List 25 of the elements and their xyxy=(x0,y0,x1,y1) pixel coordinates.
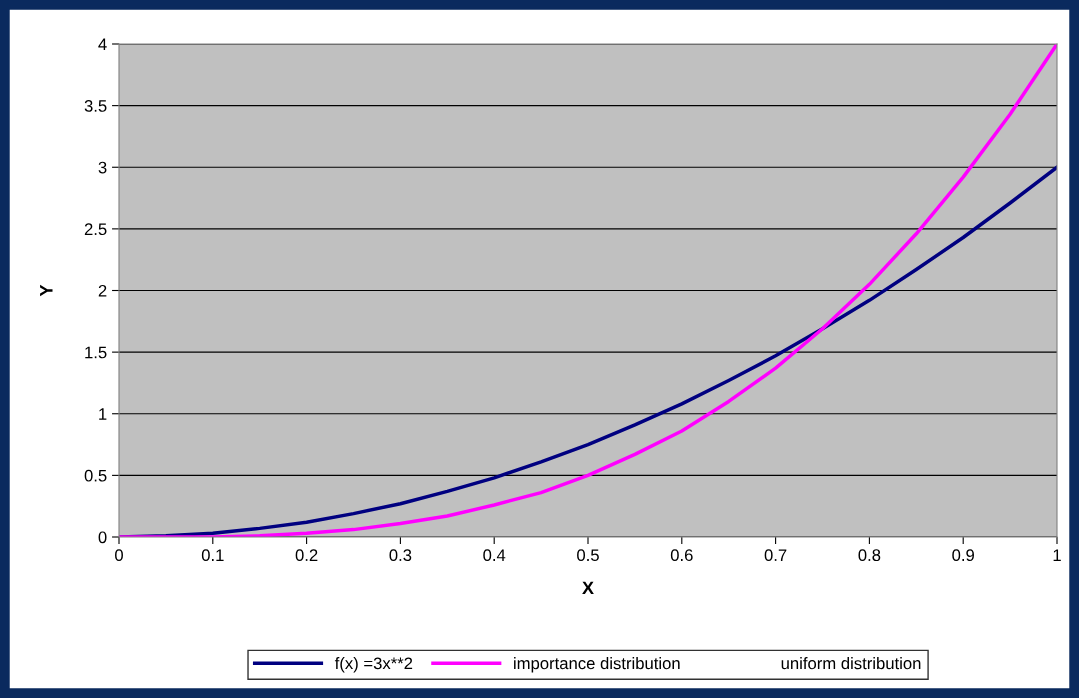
y-axis-title: Y xyxy=(40,284,53,297)
legend-label: importance distribution xyxy=(514,656,680,673)
y-tick-label: 1 xyxy=(99,408,107,420)
x-tick-label: 0.2 xyxy=(295,549,318,562)
legend-label: f(x) =3x**2 xyxy=(334,656,413,673)
x-tick-label: 0.3 xyxy=(389,549,412,562)
x-tick-label: 0.9 xyxy=(952,549,974,562)
y-tick-label: 1.5 xyxy=(85,346,107,359)
x-tick-label: 0 xyxy=(115,549,123,562)
y-tick-label: 3 xyxy=(98,161,107,174)
y-tick-label: 2 xyxy=(98,284,107,297)
x-tick-label: 0.8 xyxy=(858,549,881,562)
y-tick-label: 0 xyxy=(98,531,107,544)
x-axis-title: X xyxy=(582,581,594,595)
y-tick-label: 4 xyxy=(98,38,107,51)
y-tick-label: 2.5 xyxy=(84,223,107,236)
text: uniform distribution xyxy=(781,656,921,670)
x-tick-label: 0.7 xyxy=(764,549,787,562)
x-tick-label: 0.5 xyxy=(577,549,599,562)
x-tick-label: 0.4 xyxy=(483,549,506,562)
y-tick-label: 3.5 xyxy=(84,100,107,112)
x-tick-label: 1 xyxy=(1053,549,1061,561)
x-tick-label: 0.6 xyxy=(670,549,693,562)
x-tick-label: 0.1 xyxy=(201,549,224,562)
y-tick-label: 0.5 xyxy=(84,469,107,482)
